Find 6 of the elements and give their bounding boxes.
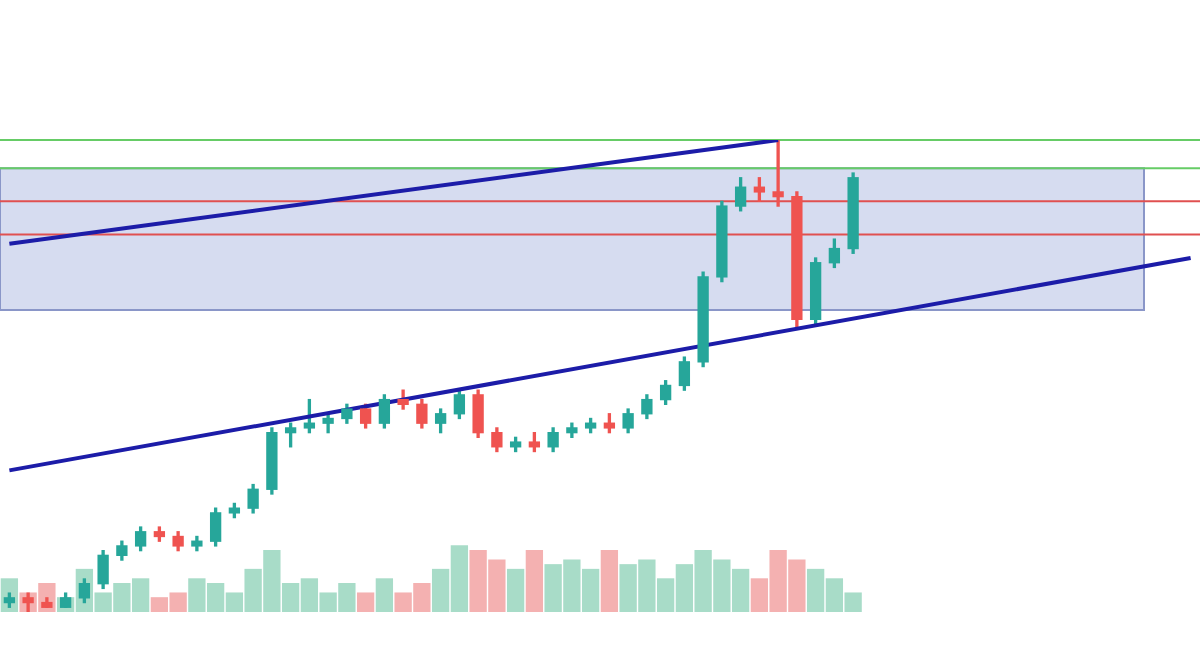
bar <box>375 578 394 612</box>
bar <box>600 549 619 612</box>
bar <box>525 549 544 612</box>
candlestick <box>772 140 784 207</box>
bar <box>506 568 525 612</box>
bar <box>356 592 375 612</box>
